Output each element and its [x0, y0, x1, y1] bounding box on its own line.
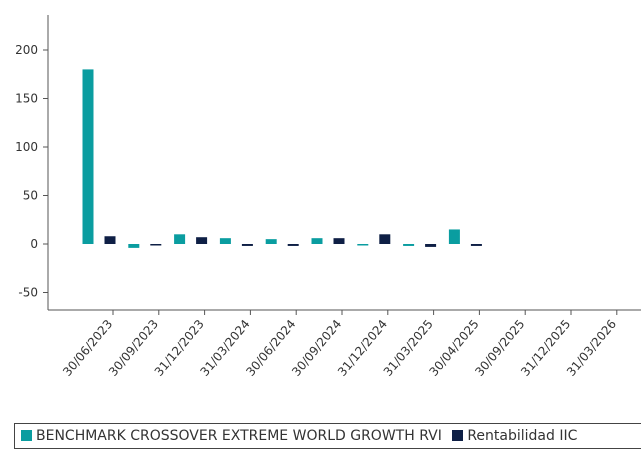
bar-fund: [150, 244, 162, 246]
y-tick-label: 0: [30, 237, 38, 251]
legend-label-fund: Rentabilidad IIC: [467, 428, 578, 444]
bar-benchmark: [311, 238, 323, 244]
bar-benchmark: [403, 244, 415, 246]
y-tick-label: 50: [23, 189, 38, 203]
chart-legend: BENCHMARK CROSSOVER EXTREME WORLD GROWTH…: [14, 423, 641, 449]
bar-fund: [287, 244, 299, 246]
bar-benchmark: [82, 69, 94, 245]
bar-benchmark: [265, 239, 277, 244]
bar-chart: -5005010015020030/06/202330/09/202331/12…: [15, 15, 641, 379]
bar-benchmark: [357, 244, 369, 246]
bar-fund: [425, 244, 437, 247]
y-tick-label: -50: [18, 286, 38, 300]
legend-label-benchmark: BENCHMARK CROSSOVER EXTREME WORLD GROWTH…: [36, 428, 442, 444]
bar-benchmark: [448, 229, 460, 244]
bar-fund: [470, 244, 482, 246]
legend-item-benchmark[interactable]: BENCHMARK CROSSOVER EXTREME WORLD GROWTH…: [21, 424, 442, 448]
chart-marks: [82, 69, 482, 248]
bar-fund: [196, 237, 208, 244]
bar-fund: [104, 236, 116, 244]
y-tick-label: 200: [15, 43, 38, 57]
bar-fund: [379, 234, 391, 244]
legend-item-fund[interactable]: Rentabilidad IIC: [452, 424, 577, 448]
bar-benchmark: [174, 234, 186, 244]
y-tick-label: 150: [15, 92, 38, 106]
bar-benchmark: [128, 244, 140, 248]
chart-axes: -5005010015020030/06/202330/09/202331/12…: [15, 15, 641, 379]
legend-swatch-benchmark: [21, 430, 32, 441]
bar-fund: [333, 238, 345, 244]
legend-swatch-fund: [452, 430, 464, 441]
bar-benchmark: [219, 238, 231, 244]
bar-fund: [241, 244, 253, 246]
y-tick-label: 100: [15, 140, 38, 154]
